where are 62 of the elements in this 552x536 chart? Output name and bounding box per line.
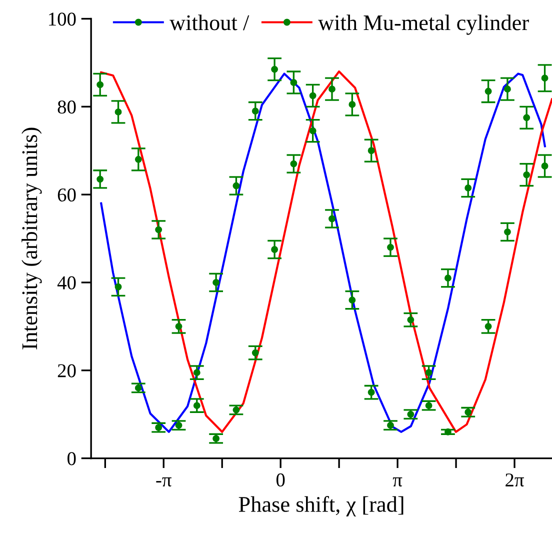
point (523, 171, 530, 178)
point (175, 422, 182, 429)
point (407, 316, 414, 324)
point (96, 176, 104, 183)
point (134, 156, 142, 163)
point (290, 79, 298, 86)
y-tick-label: 100 (49, 12, 76, 26)
point (134, 384, 142, 392)
x-tick-label: π (392, 477, 402, 487)
point (114, 283, 122, 290)
point (368, 388, 375, 396)
x-tick-label: 0 (276, 473, 285, 487)
point (193, 369, 200, 376)
point (425, 369, 432, 376)
point (504, 228, 511, 236)
point (444, 274, 452, 282)
point (212, 279, 220, 286)
point (114, 108, 122, 116)
point (387, 422, 394, 429)
y-tick-label: 60 (58, 188, 76, 202)
point (271, 66, 278, 73)
point (484, 88, 492, 95)
y-axis-title: Intensity (arbitrary units) (22, 128, 42, 350)
point (328, 215, 336, 222)
y-tick-label: 40 (57, 276, 76, 290)
point (464, 184, 472, 192)
point (155, 424, 162, 431)
point (425, 402, 432, 410)
point (541, 162, 548, 170)
x-tick-label: -π (156, 477, 172, 487)
y-tick-label: 80 (58, 100, 76, 114)
point (444, 428, 452, 436)
point (232, 406, 240, 414)
point (484, 322, 492, 330)
x-tick-label: 2π (506, 473, 524, 487)
y-tick-label: 0 (68, 452, 76, 466)
point (212, 435, 220, 442)
point (155, 226, 162, 234)
x-axis-title: Phase shift, χ [rad] (238, 496, 404, 516)
point (193, 402, 200, 410)
point (368, 147, 375, 154)
point (523, 114, 530, 122)
legend-label: with Mu-metal cylinder (318, 14, 529, 35)
point (290, 160, 298, 168)
point (328, 86, 336, 93)
point (309, 127, 316, 134)
point (175, 322, 182, 330)
point (464, 408, 472, 416)
point (309, 92, 316, 100)
point (232, 182, 240, 190)
point (252, 108, 259, 115)
point (541, 74, 548, 82)
point (407, 410, 414, 418)
point (96, 81, 104, 88)
point (504, 86, 511, 93)
point (387, 244, 394, 251)
legend-label: without / (170, 14, 250, 30)
point (348, 296, 356, 304)
point (271, 246, 278, 253)
y-tick-label: 20 (58, 364, 76, 378)
point (348, 100, 356, 108)
point (252, 349, 259, 356)
